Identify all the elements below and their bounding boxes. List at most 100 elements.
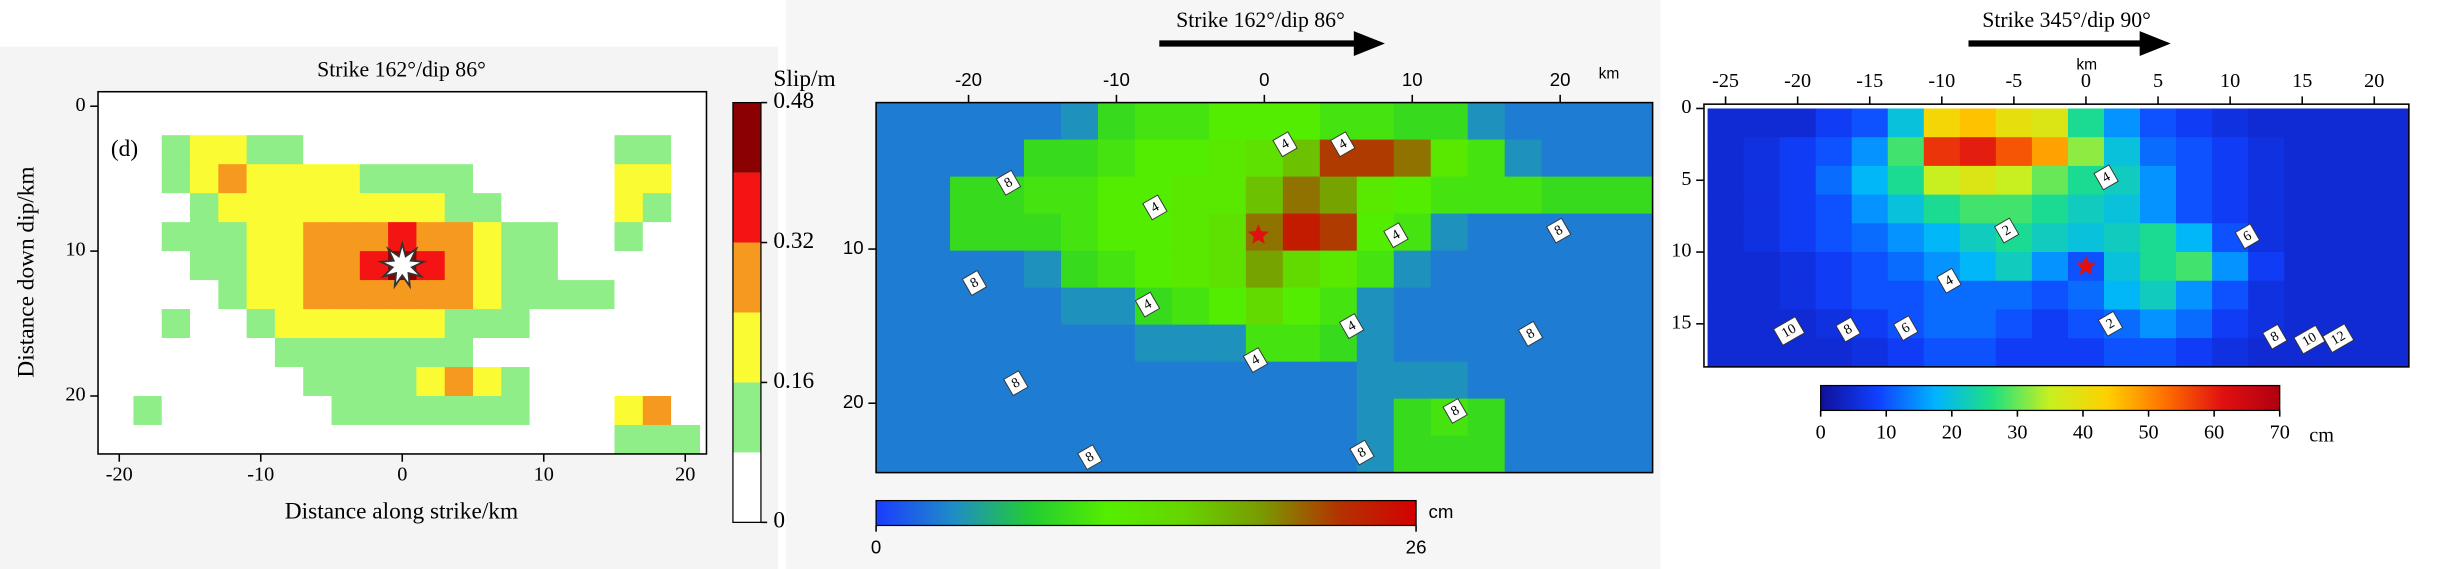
slip-cell (359, 309, 389, 339)
slip-cell (274, 309, 304, 339)
slip-cell (2356, 338, 2393, 367)
slip-cell (246, 309, 276, 339)
contour-label-box (1517, 320, 1544, 347)
slip-cell (1578, 213, 1617, 252)
slip-cell (1707, 338, 1745, 367)
slip-cell (876, 287, 914, 326)
slip-cell (1282, 398, 1321, 437)
slip-cell (161, 309, 191, 339)
slip-cell (642, 251, 672, 281)
slip-cell (331, 280, 361, 310)
slip-cell (1134, 139, 1173, 178)
slip-cell (1024, 213, 1062, 252)
slip-cell (2248, 280, 2285, 311)
slip-cell (1208, 176, 1247, 215)
slip-cell (1282, 250, 1321, 289)
contour-label: 12 (2329, 329, 2349, 349)
y-tick-label: 20 (65, 384, 85, 406)
slip-cell (1134, 250, 1173, 289)
slip-cell (1851, 223, 1889, 253)
slip-cell (2212, 280, 2249, 311)
slip-cell (876, 435, 914, 473)
slip-cell (2392, 194, 2409, 224)
slip-cell (331, 367, 361, 397)
slip-cell (1467, 139, 1506, 178)
contour-label-box (1338, 313, 1365, 340)
colorbar (876, 500, 1417, 526)
slip-cell (1779, 280, 1817, 311)
slip-cell (876, 176, 914, 215)
slip-cell (1024, 361, 1062, 400)
slip-cell (2176, 165, 2213, 196)
slip-cell (416, 309, 446, 339)
slip-cell (1995, 309, 2033, 339)
slip-cell (1171, 435, 1210, 473)
slip-cell (950, 139, 988, 178)
slip-cell (105, 222, 135, 252)
slip-cell (444, 309, 474, 339)
slip-cell (1430, 324, 1469, 363)
slip-cell (1393, 139, 1432, 178)
contour-label-box (1993, 217, 2020, 244)
slip-cell (586, 367, 616, 397)
slip-cell (246, 424, 276, 454)
slip-cell (1319, 398, 1358, 437)
slip-cell (1393, 398, 1432, 437)
slip-cell (2176, 338, 2213, 367)
slip-cell (1504, 176, 1543, 215)
slip-cell (218, 395, 248, 426)
slip-cell (987, 324, 1025, 363)
slip-cell (1393, 361, 1432, 400)
slip-cell (1541, 324, 1580, 363)
cells (105, 106, 701, 454)
slip-cell (1097, 176, 1136, 215)
slip-cell (614, 424, 644, 454)
slip-cell (274, 135, 304, 165)
slip-cell (1504, 102, 1543, 141)
slip-cell (2356, 137, 2393, 167)
slip-cell (1356, 361, 1395, 400)
contour-label-box (2097, 310, 2124, 337)
slip-cell (671, 251, 701, 281)
slip-cell (359, 106, 389, 136)
slip-cell (274, 222, 304, 252)
slip-cell (1615, 361, 1653, 400)
slip-cell (1356, 102, 1395, 141)
slip-cell (557, 424, 587, 454)
slip-cell (2212, 165, 2249, 196)
slip-cell (274, 193, 304, 223)
slip-cell (2356, 252, 2393, 282)
slip-cell (303, 193, 333, 223)
slip-cell (1097, 324, 1136, 363)
slip-cell (2392, 309, 2409, 339)
slip-cell (1815, 252, 1853, 282)
slip-cell (2212, 194, 2249, 224)
slip-cell (1743, 252, 1781, 282)
colorbar-segment (732, 452, 761, 523)
contour-label-box (1272, 131, 1298, 158)
x-tick-label: 20 (675, 463, 695, 485)
x-tick-label: 0 (397, 463, 407, 485)
slip-cell (1060, 139, 1099, 178)
plot-frame (1703, 103, 2410, 368)
slip-cell (1541, 287, 1580, 326)
slip-cell (2320, 280, 2357, 311)
slip-cell (1134, 324, 1173, 363)
slip-cell (388, 135, 418, 165)
slip-cell (1060, 287, 1099, 326)
slip-cell (416, 367, 446, 397)
slip-cell (2176, 137, 2213, 167)
slip-cell (1504, 398, 1543, 437)
colorbar-tick-label: 0.32 (773, 228, 814, 254)
slip-cell (218, 251, 248, 281)
slip-cell (529, 135, 559, 165)
slip-cell (190, 338, 219, 368)
slip-cell (1467, 176, 1506, 215)
slip-cell (1504, 213, 1543, 252)
slip-cell (642, 395, 672, 426)
y-tick-label: 0 (75, 94, 85, 116)
slip-cell (388, 424, 418, 454)
slip-cell (1430, 250, 1469, 289)
slip-cell (913, 139, 951, 178)
x-tick-label: -25 (1712, 70, 1739, 92)
